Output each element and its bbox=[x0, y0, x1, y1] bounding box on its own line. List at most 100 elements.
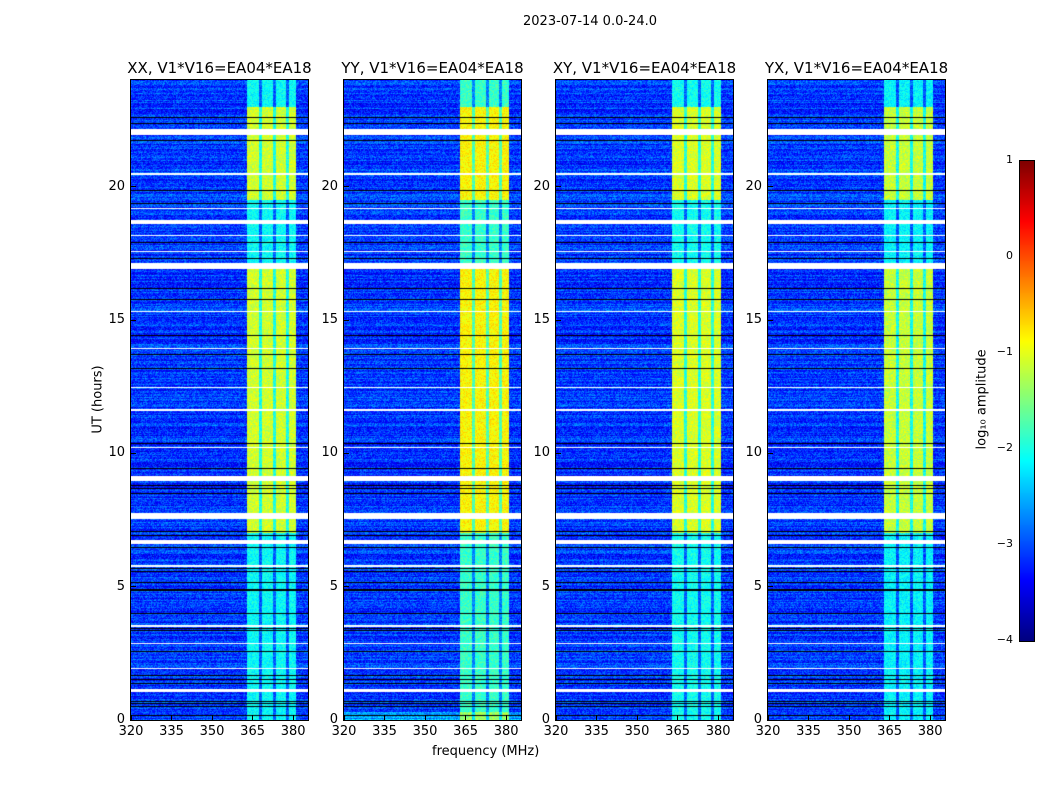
y-tick-label: 10 bbox=[108, 445, 125, 461]
y-tick-mark bbox=[768, 319, 773, 321]
x-tick-label: 320 bbox=[331, 724, 357, 739]
y-tick-mark bbox=[556, 319, 561, 321]
colorbar-tick-label: −3 bbox=[996, 537, 1013, 550]
x-tick-mark bbox=[465, 715, 467, 720]
y-tick-label: 15 bbox=[108, 312, 125, 327]
x-tick-mark bbox=[596, 715, 598, 720]
y-tick-label: 0 bbox=[329, 712, 338, 727]
y-tick-mark bbox=[131, 719, 136, 721]
colorbar-tick-label: 1 bbox=[1006, 153, 1013, 166]
x-tick-label: 350 bbox=[624, 724, 650, 739]
y-tick-label: 20 bbox=[745, 178, 762, 194]
x-tick-mark bbox=[767, 715, 769, 720]
y-tick-mark bbox=[344, 586, 349, 588]
x-tick-mark bbox=[505, 715, 507, 720]
y-tick-mark bbox=[344, 452, 349, 454]
panel-title: XY, V1*V16=EA04*EA18 bbox=[552, 59, 737, 77]
x-tick-label: 335 bbox=[159, 724, 184, 739]
x-tick-mark bbox=[292, 715, 294, 720]
x-tick-mark bbox=[130, 715, 132, 720]
x-axis-label: frequency (MHz) bbox=[432, 744, 540, 759]
x-tick-mark bbox=[252, 715, 254, 720]
x-tick-label: 365 bbox=[240, 724, 265, 739]
colorbar-tick-label: −4 bbox=[996, 633, 1013, 646]
y-tick-mark bbox=[344, 186, 349, 188]
x-tick-label: 320 bbox=[118, 724, 144, 739]
y-tick-mark bbox=[344, 319, 349, 321]
panel-title: YY, V1*V16=EA04*EA18 bbox=[341, 59, 524, 77]
x-tick-label: 365 bbox=[453, 724, 478, 739]
y-tick-label: 0 bbox=[753, 712, 762, 727]
figure-title: 2023-07-14 0.0-24.0 bbox=[523, 14, 657, 29]
heatmap-panel bbox=[343, 79, 522, 721]
y-tick-mark bbox=[556, 719, 561, 721]
heatmap-canvas bbox=[344, 80, 521, 720]
y-tick-label: 15 bbox=[533, 312, 550, 327]
y-tick-label: 15 bbox=[321, 312, 338, 327]
x-tick-mark bbox=[808, 715, 810, 720]
x-tick-label: 320 bbox=[755, 724, 781, 739]
panel-title: XX, V1*V16=EA04*EA18 bbox=[127, 59, 312, 77]
heatmap-panel bbox=[555, 79, 734, 721]
y-tick-label: 15 bbox=[745, 312, 762, 327]
x-tick-mark bbox=[171, 715, 173, 720]
x-tick-label: 350 bbox=[836, 724, 862, 739]
y-tick-label: 10 bbox=[321, 445, 338, 461]
heatmap-canvas bbox=[556, 80, 733, 720]
y-tick-mark bbox=[131, 452, 136, 454]
y-tick-label: 10 bbox=[533, 445, 550, 461]
x-tick-mark bbox=[555, 715, 557, 720]
y-tick-mark bbox=[768, 452, 773, 454]
y-tick-label: 20 bbox=[533, 178, 550, 194]
y-tick-mark bbox=[131, 586, 136, 588]
y-tick-label: 5 bbox=[753, 578, 762, 594]
heatmap-panel bbox=[130, 79, 309, 721]
colorbar-label: log₁₀ amplitude bbox=[974, 349, 990, 450]
heatmap-panel bbox=[767, 79, 946, 721]
y-tick-mark bbox=[768, 186, 773, 188]
x-tick-mark bbox=[636, 715, 638, 720]
x-tick-label: 380 bbox=[705, 724, 731, 739]
x-tick-label: 320 bbox=[543, 724, 569, 739]
y-tick-mark bbox=[768, 719, 773, 721]
x-tick-mark bbox=[848, 715, 850, 720]
y-tick-label: 5 bbox=[329, 578, 338, 594]
y-tick-label: 0 bbox=[541, 712, 550, 727]
x-tick-label: 380 bbox=[917, 724, 943, 739]
y-tick-mark bbox=[131, 186, 136, 188]
x-tick-mark bbox=[384, 715, 386, 720]
y-tick-mark bbox=[344, 719, 349, 721]
colorbar-tick-label: −1 bbox=[996, 345, 1013, 358]
x-tick-mark bbox=[717, 715, 719, 720]
y-tick-mark bbox=[768, 586, 773, 588]
x-tick-label: 365 bbox=[665, 724, 690, 739]
y-tick-label: 10 bbox=[745, 445, 762, 461]
x-tick-label: 335 bbox=[372, 724, 397, 739]
x-tick-mark bbox=[677, 715, 679, 720]
x-tick-mark bbox=[889, 715, 891, 720]
colorbar bbox=[1019, 160, 1035, 642]
colorbar-tick-label: 0 bbox=[1006, 249, 1013, 262]
x-tick-mark bbox=[211, 715, 213, 720]
heatmap-canvas bbox=[768, 80, 945, 720]
x-tick-label: 380 bbox=[280, 724, 306, 739]
y-tick-mark bbox=[556, 186, 561, 188]
x-tick-label: 365 bbox=[877, 724, 902, 739]
y-tick-label: 20 bbox=[321, 178, 338, 194]
heatmap-canvas bbox=[131, 80, 308, 720]
y-tick-label: 5 bbox=[116, 578, 125, 594]
x-tick-label: 350 bbox=[412, 724, 438, 739]
x-tick-mark bbox=[424, 715, 426, 720]
colorbar-tick-label: −2 bbox=[996, 441, 1013, 454]
panel-title: YX, V1*V16=EA04*EA18 bbox=[764, 59, 949, 77]
x-tick-label: 380 bbox=[493, 724, 519, 739]
y-tick-label: 0 bbox=[116, 712, 125, 727]
y-tick-mark bbox=[556, 586, 561, 588]
x-tick-label: 335 bbox=[796, 724, 821, 739]
colorbar-gradient bbox=[1020, 161, 1034, 641]
x-tick-label: 350 bbox=[199, 724, 225, 739]
y-tick-label: 20 bbox=[108, 178, 125, 194]
y-tick-mark bbox=[556, 452, 561, 454]
x-tick-mark bbox=[343, 715, 345, 720]
